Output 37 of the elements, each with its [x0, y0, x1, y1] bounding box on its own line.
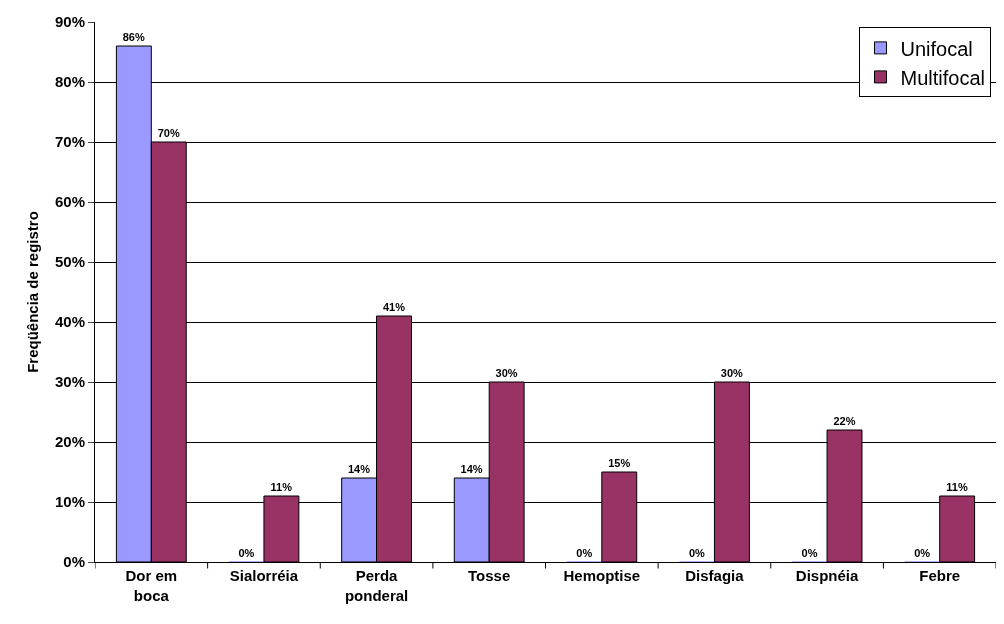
x-tick-label: Tosse: [468, 567, 511, 584]
y-tick-label: 70%: [54, 133, 85, 151]
data-label: 0%: [801, 547, 818, 559]
data-label: 86%: [122, 31, 145, 43]
data-label: 11%: [270, 481, 293, 493]
data-label: 22%: [833, 415, 856, 427]
x-tick-label: Hemoptise: [563, 567, 641, 584]
data-label: 0%: [688, 547, 706, 559]
y-tick-label: 60%: [54, 193, 85, 211]
data-label: 30%: [495, 367, 518, 379]
y-tick-label: 40%: [54, 313, 85, 331]
x-tick-label: Dispnéia: [795, 567, 859, 584]
data-label: 30%: [720, 367, 744, 379]
data-label: 41%: [382, 301, 406, 313]
y-tick-label: 80%: [54, 73, 85, 91]
x-tick-label: Dor em boca: [125, 567, 178, 604]
x-tick-label: Perda ponderal: [344, 567, 409, 604]
data-label: 70%: [157, 127, 180, 139]
legend-label: Unifocal: [900, 37, 973, 60]
data-label: 14%: [347, 463, 371, 475]
data-label: 0%: [914, 547, 931, 559]
legend-label: Multifocal: [900, 66, 985, 89]
data-label: 0%: [576, 547, 593, 559]
y-axis-title: Freqüência de registro: [24, 211, 42, 373]
y-tick-label: 50%: [54, 253, 85, 271]
y-tick-label: 10%: [54, 493, 85, 511]
data-label: 15%: [608, 457, 631, 469]
y-tick-label: 20%: [54, 433, 85, 451]
data-label: 14%: [460, 463, 483, 475]
data-label: 11%: [946, 481, 968, 493]
y-tick-label: 30%: [54, 373, 85, 391]
x-tick-label: Sialorréia: [229, 567, 299, 584]
x-tick-label: Disfagia: [685, 567, 745, 584]
y-tick-label: 0%: [63, 553, 85, 571]
x-tick-label: Febre: [919, 567, 961, 584]
data-label: 0%: [238, 547, 255, 559]
y-tick-label: 90%: [54, 13, 85, 31]
